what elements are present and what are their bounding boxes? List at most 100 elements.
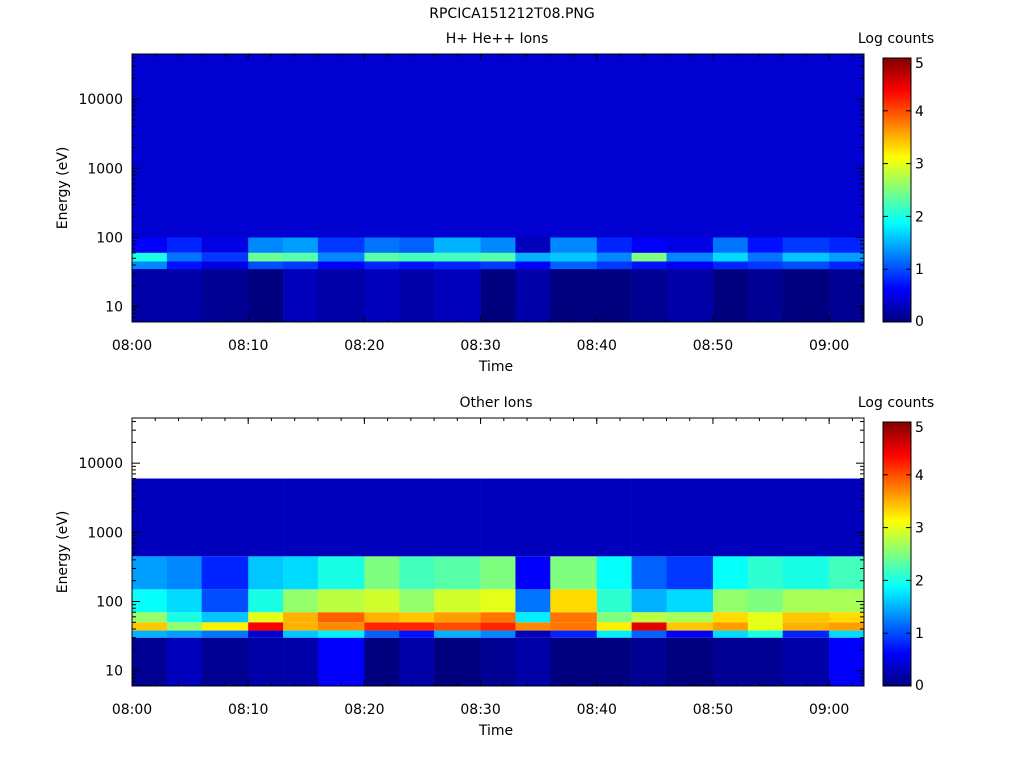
heatmap-cell: [399, 630, 435, 638]
heatmap-cell: [515, 252, 551, 262]
heatmap-cell: [132, 252, 168, 262]
heatmap-cell: [550, 589, 598, 613]
heatmap-cell: [631, 478, 667, 557]
colorbar-tick-label: 0: [915, 314, 924, 330]
heatmap-cell: [712, 612, 749, 623]
heatmap-cell: [631, 237, 667, 253]
heatmap-cell: [596, 478, 632, 557]
heatmap-cell: [166, 630, 203, 638]
heatmap-cell: [201, 637, 249, 686]
heatmap-cell: [248, 630, 284, 638]
heatmap-cell: [480, 478, 516, 557]
heatmap-cell: [829, 637, 865, 686]
heatmap-cell: [364, 612, 400, 623]
heatmap-cell: [283, 637, 319, 686]
heatmap-cell: [596, 252, 632, 262]
heatmap-cell: [317, 54, 365, 238]
x-tick-label: 08:50: [693, 702, 733, 718]
heatmap-cell: [434, 261, 481, 270]
heatmap-cell: [480, 622, 516, 631]
heatmap-cell: [434, 252, 481, 262]
heatmap-cell: [712, 261, 749, 270]
heatmap-cell: [631, 269, 667, 322]
heatmap-cell: [480, 269, 516, 322]
heatmap-cell: [132, 269, 168, 322]
heatmap-cell: [712, 637, 749, 686]
heatmap-cell: [283, 237, 319, 253]
heatmap-cell: [782, 261, 830, 270]
plot-frame: [131, 53, 865, 323]
heatmap-cell: [747, 252, 783, 262]
heatmap-cell: [596, 556, 632, 590]
heatmap-cell: [631, 612, 667, 623]
heatmap-cell: [434, 612, 481, 623]
heatmap-cell: [666, 478, 714, 557]
heatmap-cell: [829, 269, 865, 322]
heatmap-cell: [166, 478, 203, 557]
heatmap-cell: [631, 622, 667, 631]
panel-title: H+ He++ Ions: [446, 31, 549, 47]
colorbar-tick-label: 0: [915, 678, 924, 694]
colorbar-tick-label: 3: [915, 521, 924, 537]
heatmap-cell: [201, 269, 249, 322]
colorbar-label: Log counts: [858, 31, 934, 47]
heatmap-cell: [317, 261, 365, 270]
colorbar-tick-label: 2: [915, 573, 924, 589]
heatmap-cell: [631, 556, 667, 590]
heatmap-cell: [166, 637, 203, 686]
heatmap-cell: [480, 637, 516, 686]
x-tick-label: 08:10: [228, 702, 268, 718]
colorbar-tick-label: 3: [915, 157, 924, 173]
heatmap-cell: [829, 612, 865, 623]
heatmap-cell: [364, 237, 400, 253]
heatmap-cell: [201, 556, 249, 590]
heatmap-cell: [782, 556, 830, 590]
x-tick-label: 08:40: [577, 702, 617, 718]
heatmap-cell: [248, 637, 284, 686]
heatmap-cell: [132, 637, 168, 686]
heatmap-cells: [132, 478, 865, 686]
plot-frame: [131, 417, 865, 687]
heatmap-cell: [132, 54, 168, 238]
heatmap-cell: [364, 54, 400, 238]
x-tick-label: 09:00: [809, 702, 849, 718]
heatmap-cell: [364, 637, 400, 686]
heatmap-cell: [550, 237, 598, 253]
heatmap-cell: [480, 556, 516, 590]
heatmap-cell: [283, 589, 319, 613]
heatmap-cell: [515, 589, 551, 613]
heatmap-cell: [364, 478, 400, 557]
heatmap-cell: [317, 622, 365, 631]
heatmap-cell: [248, 252, 284, 262]
heatmap-cell: [747, 54, 783, 238]
x-axis-ticks: 08:00 08:10 08:20 08:30 08:40 08:50 09:00: [112, 418, 853, 718]
heatmap-cell: [631, 261, 667, 270]
heatmap-cell: [248, 478, 284, 557]
heatmap-cell: [434, 556, 481, 590]
heatmap-cell: [399, 269, 435, 322]
y-axis-ticks: 10 100 1000 10000: [78, 421, 864, 687]
heatmap-cell: [747, 269, 783, 322]
heatmap-cell: [515, 269, 551, 322]
heatmap-cell: [132, 630, 168, 638]
heatmap-cell: [829, 630, 865, 638]
heatmap-cell: [829, 54, 865, 238]
heatmap-cell: [317, 556, 365, 590]
heatmap-cell: [515, 261, 551, 270]
y-tick-label: 10: [105, 300, 123, 316]
heatmap-cell: [480, 54, 516, 238]
colorbar-tick-label: 2: [915, 209, 924, 225]
heatmap-cell: [364, 589, 400, 613]
heatmap-cell: [829, 478, 865, 557]
heatmap-cell: [399, 589, 435, 613]
heatmap-cell: [317, 612, 365, 623]
heatmap-cell: [666, 261, 714, 270]
heatmap-cell: [132, 478, 168, 557]
heatmap-cell: [747, 261, 783, 270]
y-tick-label: 100: [96, 230, 123, 246]
x-tick-label: 09:00: [809, 338, 849, 354]
heatmap-cell: [434, 478, 481, 557]
heatmap-cell: [132, 261, 168, 270]
heatmap-cell: [550, 252, 598, 262]
heatmap-cell: [782, 269, 830, 322]
